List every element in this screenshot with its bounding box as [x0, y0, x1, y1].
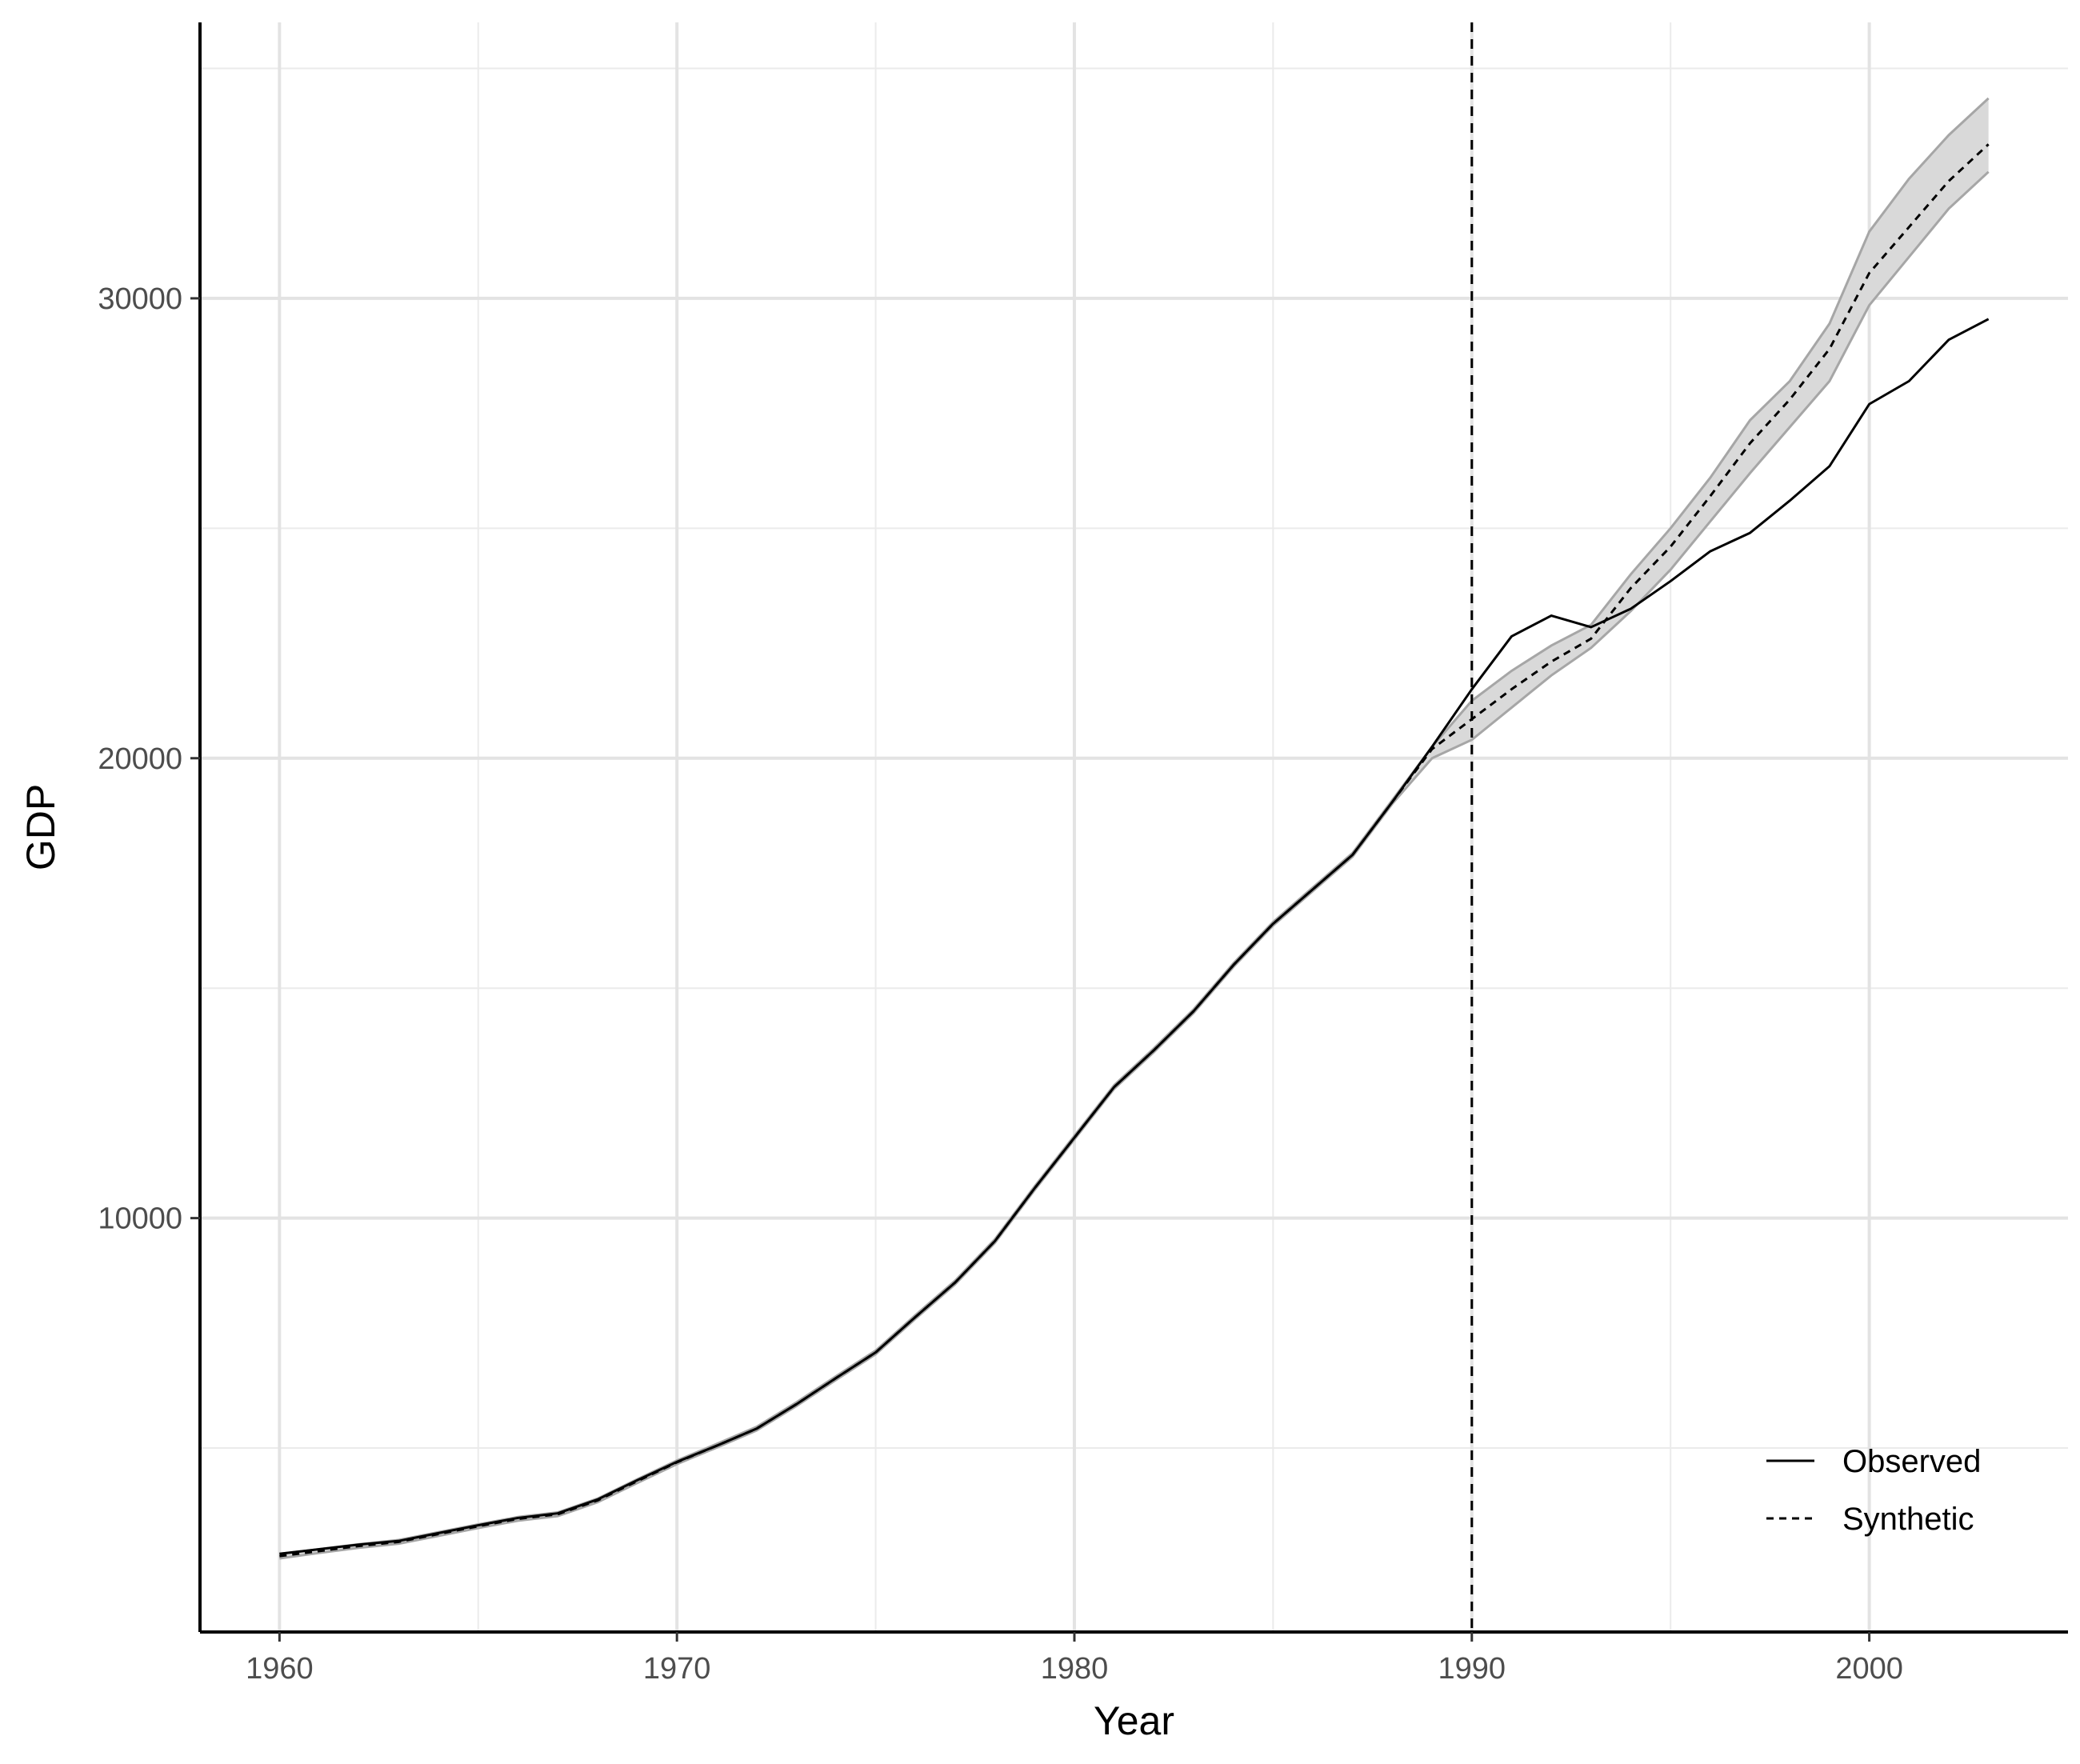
y-tick-label: 20000	[98, 742, 182, 776]
x-tick-label: 2000	[1835, 1652, 1903, 1686]
series-line-synthetic	[279, 143, 1990, 1558]
legend-label-synthetic: Synthetic	[1842, 1502, 1974, 1537]
y-axis-title: GDP	[18, 784, 63, 870]
y-tick-label: 10000	[98, 1202, 182, 1236]
grid	[200, 22, 2068, 1632]
x-tick-label: 1960	[246, 1652, 314, 1686]
x-axis-title: Year	[1094, 1698, 1174, 1743]
series-lines	[279, 143, 1990, 1558]
legend: Observed Synthetic	[1766, 1444, 1981, 1537]
x-tick-label: 1980	[1041, 1652, 1109, 1686]
x-tick-label: 1970	[643, 1652, 711, 1686]
x-tick-label: 1990	[1438, 1652, 1506, 1686]
y-tick-label: 30000	[98, 282, 182, 316]
band-lower-edge	[279, 170, 1990, 1560]
axes: 1960 1970 1980 1990 2000 10000 20000 30000 Year G…	[18, 22, 2068, 1743]
legend-label-observed: Observed	[1842, 1444, 1981, 1479]
